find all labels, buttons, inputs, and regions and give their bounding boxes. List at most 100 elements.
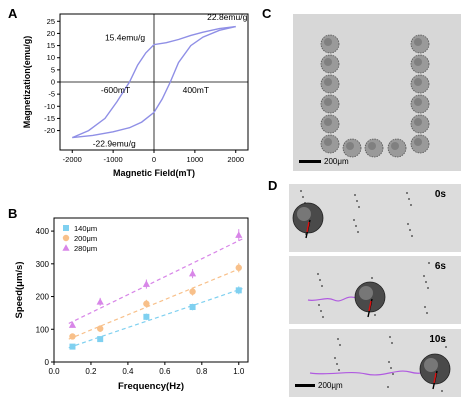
x-tick-label-b: 1.0	[233, 367, 245, 376]
y-tick-label-b: 100	[36, 325, 50, 334]
debris-particle	[391, 342, 393, 344]
y-tick-label-a: 25	[47, 17, 55, 26]
y-tick-label-a: -10	[44, 102, 55, 111]
fit-line-200μm	[68, 267, 243, 340]
debris-particle	[305, 233, 307, 235]
debris-particle	[353, 219, 355, 221]
microrobot-texture	[424, 358, 438, 372]
x-tick-label-b: 0.6	[159, 367, 171, 376]
annotation-a: -600mT	[101, 85, 130, 95]
data-point	[69, 343, 76, 350]
debris-particle	[423, 275, 425, 277]
robot-dot-texture	[324, 138, 332, 146]
debris-particle	[407, 223, 409, 225]
y-tick-label-a: -5	[48, 90, 55, 99]
x-axis-label-a: Magnetic Field(mT)	[113, 168, 195, 178]
debris-particle	[389, 336, 391, 338]
data-point	[142, 280, 150, 287]
trajectory-path	[307, 296, 357, 302]
debris-particle	[334, 357, 336, 359]
robot-array	[320, 34, 430, 158]
legend-marker	[62, 234, 70, 242]
microrobot-texture	[297, 207, 311, 221]
debris-particle	[428, 262, 430, 264]
hysteresis-branch-1	[72, 25, 236, 139]
x-tick-label-a: 2000	[227, 155, 244, 164]
robot-dot-texture	[368, 142, 376, 150]
field-arrow	[306, 221, 310, 233]
debris-particle	[424, 306, 426, 308]
debris-particle	[388, 361, 390, 363]
y-tick-label-b: 200	[36, 293, 50, 302]
debris-particle	[411, 235, 413, 237]
debris-particle	[337, 338, 339, 340]
x-tick-label-a: 0	[152, 155, 156, 164]
debris-particle	[358, 206, 360, 208]
data-point	[96, 297, 104, 305]
y-tick-label-a: 10	[47, 53, 55, 62]
annotation-a: -22.9emu/g	[93, 139, 136, 149]
data-point	[143, 313, 150, 320]
robot-dot-texture	[414, 38, 422, 46]
x-tick-label-b: 0.8	[196, 367, 208, 376]
debris-particle	[390, 367, 392, 369]
debris-particle	[409, 229, 411, 231]
debris-particle	[317, 273, 319, 275]
time-label: 10s	[429, 334, 446, 345]
plot-frame-b	[53, 217, 249, 363]
micrograph-c: 200μm	[293, 14, 461, 171]
debris-particle	[441, 390, 443, 392]
speed-frequency-chart: 0.0 0.2 0.4 0.6 0.8 1.0 0 100 200 300 400 Frequency…	[14, 217, 249, 392]
fit-line-140μm	[68, 287, 243, 349]
debris-particle	[354, 194, 356, 196]
time-label: 6s	[435, 261, 447, 272]
data-point	[97, 336, 104, 343]
data-point	[96, 325, 104, 332]
debris-particle	[425, 281, 427, 283]
legend-marker	[62, 244, 70, 251]
y-tick-label-a: 20	[47, 29, 55, 38]
debris-particle	[356, 200, 358, 202]
debris-particle	[355, 225, 357, 227]
hysteresis-branch-2	[72, 25, 236, 139]
debris-particle	[336, 363, 338, 365]
data-point	[68, 321, 77, 328]
data-point	[235, 231, 243, 238]
y-tick-label-b: 0	[45, 358, 50, 367]
hysteresis-chart: -2000 -1000 0 1000 2000 -20 -15 -10 -5 0 5 10 15 20 25…	[22, 12, 249, 178]
debris-particle	[318, 304, 320, 306]
panel-label-b: B	[8, 206, 17, 221]
x-tick-label-b: 0.4	[122, 367, 134, 376]
debris-particle	[357, 231, 359, 233]
annotation-a: 22.8emu/g	[207, 12, 247, 22]
data-point	[235, 264, 242, 271]
robot-dot-texture	[414, 118, 422, 126]
debris-particle	[335, 388, 337, 390]
debris-particle	[321, 285, 323, 287]
scale-label-d: 200μm	[318, 381, 343, 390]
annotation-a: 400mT	[183, 85, 209, 95]
panel-label-a: A	[8, 6, 18, 21]
debris-particle	[387, 386, 389, 388]
robot-dot-texture	[324, 98, 332, 106]
debris-particle	[319, 279, 321, 281]
data-point	[69, 333, 76, 340]
debris-particle	[445, 346, 447, 348]
robot-dot-texture	[324, 78, 332, 86]
scale-bar-c	[299, 160, 321, 163]
debris-particle	[302, 196, 304, 198]
debris-particle	[392, 373, 394, 375]
y-tick-label-a: 0	[51, 78, 55, 87]
time-label: 0s	[435, 189, 447, 200]
debris-particle	[443, 340, 445, 342]
legend-label: 280μm	[74, 244, 97, 253]
y-tick-label-a: -15	[44, 114, 55, 123]
field-arrow	[433, 372, 437, 384]
y-axis-label-b: Speed(μm/s)	[14, 261, 25, 318]
y-tick-label-a: 5	[51, 65, 55, 74]
legend-marker	[63, 225, 69, 231]
robot-dot-texture	[414, 58, 422, 66]
data-point	[143, 300, 150, 307]
y-tick-label-b: 300	[36, 260, 50, 269]
